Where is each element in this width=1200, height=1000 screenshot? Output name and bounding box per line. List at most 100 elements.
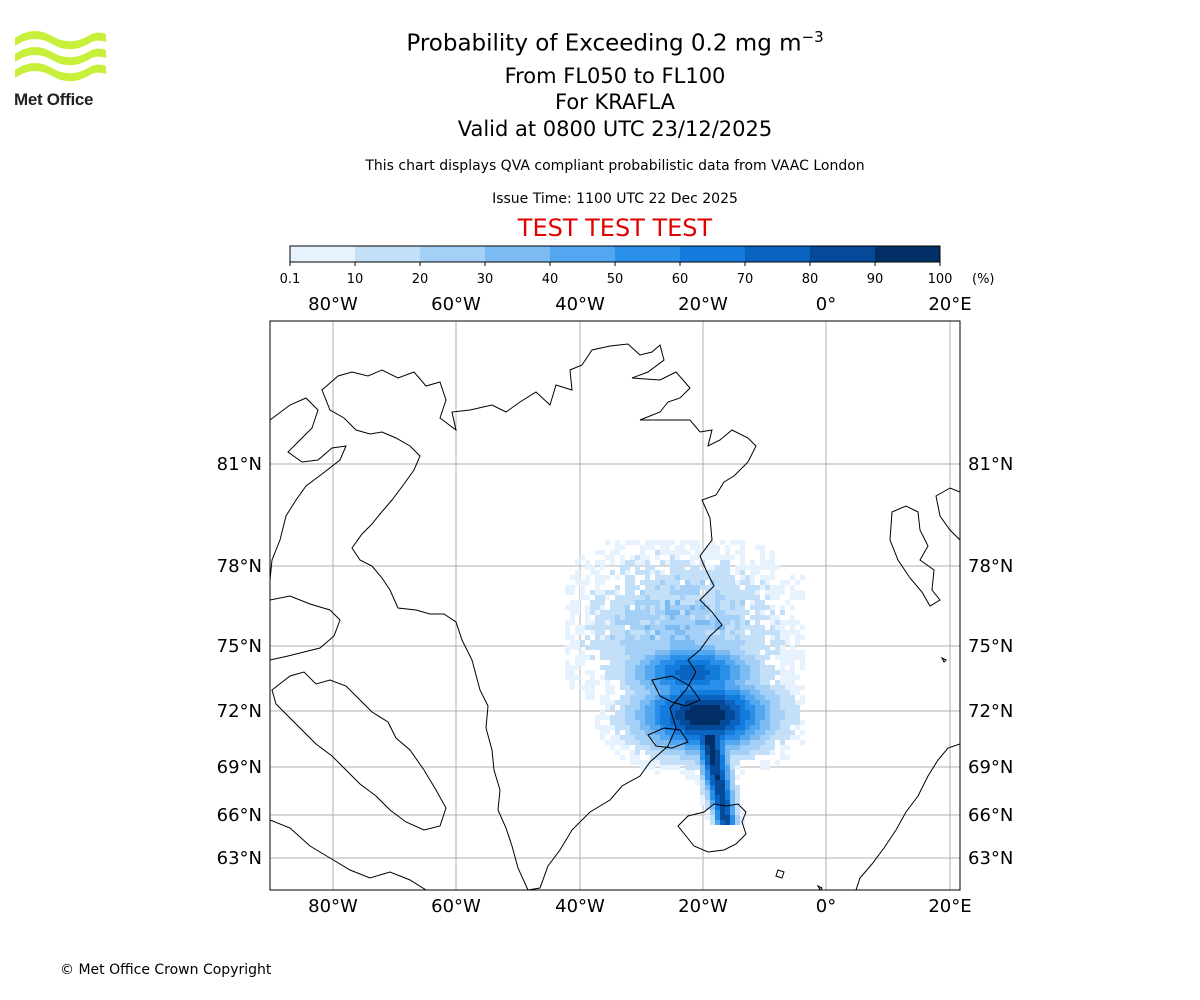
probability-cell xyxy=(695,635,700,640)
probability-cell xyxy=(730,810,735,815)
probability-cell xyxy=(610,655,615,660)
probability-cell xyxy=(645,615,650,620)
probability-cell xyxy=(665,575,670,580)
probability-cell xyxy=(735,625,740,630)
probability-cell xyxy=(600,550,605,555)
probability-cell xyxy=(760,575,765,580)
probability-cell xyxy=(620,630,625,635)
probability-cell xyxy=(750,615,755,620)
probability-cell xyxy=(675,685,680,690)
probability-cell xyxy=(715,590,720,595)
probability-cell xyxy=(755,645,760,650)
probability-cell xyxy=(615,630,620,635)
probability-cell xyxy=(720,575,725,580)
probability-cell xyxy=(690,560,695,565)
probability-cell xyxy=(725,700,730,705)
probability-cell xyxy=(570,615,575,620)
probability-cell xyxy=(650,605,655,610)
probability-cell xyxy=(750,595,755,600)
probability-cell xyxy=(630,710,635,715)
probability-cell xyxy=(675,565,680,570)
probability-cell xyxy=(700,635,705,640)
probability-cell xyxy=(725,810,730,815)
probability-cell xyxy=(715,645,720,650)
colorbar-bin xyxy=(550,246,616,262)
probability-cell xyxy=(740,810,745,815)
probability-cell xyxy=(745,625,750,630)
probability-cell xyxy=(720,820,725,825)
probability-cell xyxy=(675,705,680,710)
probability-cell xyxy=(755,655,760,660)
probability-cell xyxy=(645,605,650,610)
probability-cell xyxy=(565,635,570,640)
probability-cell xyxy=(780,725,785,730)
probability-cell xyxy=(625,745,630,750)
probability-cell xyxy=(665,590,670,595)
probability-cell xyxy=(680,650,685,655)
probability-cell xyxy=(675,550,680,555)
probability-cell xyxy=(780,720,785,725)
coastline-svalbard xyxy=(889,505,941,607)
probability-cell xyxy=(790,595,795,600)
probability-cell xyxy=(660,645,665,650)
probability-cell xyxy=(785,660,790,665)
probability-cell xyxy=(735,790,740,795)
colorbar-bin xyxy=(420,246,486,262)
probability-cell xyxy=(730,610,735,615)
probability-cell xyxy=(725,615,730,620)
probability-cell xyxy=(750,740,755,745)
probability-cell xyxy=(740,595,745,600)
probability-cell xyxy=(670,740,675,745)
probability-cell xyxy=(705,770,710,775)
probability-cell xyxy=(705,670,710,675)
probability-cell xyxy=(710,565,715,570)
probability-cell xyxy=(690,645,695,650)
probability-cell xyxy=(630,660,635,665)
probability-cell xyxy=(710,675,715,680)
colorbar-tick-label: 30 xyxy=(477,272,494,287)
probability-cell xyxy=(655,770,660,775)
probability-cell xyxy=(630,585,635,590)
probability-cell xyxy=(700,795,705,800)
probability-cell xyxy=(720,570,725,575)
probability-cell xyxy=(765,705,770,710)
probability-cell xyxy=(695,550,700,555)
probability-cell xyxy=(670,750,675,755)
probability-cell xyxy=(685,705,690,710)
probability-cell xyxy=(710,805,715,810)
probability-cell xyxy=(695,575,700,580)
probability-cell xyxy=(680,700,685,705)
probability-cell xyxy=(770,565,775,570)
probability-cell xyxy=(665,635,670,640)
probability-cell xyxy=(725,720,730,725)
probability-cell xyxy=(600,730,605,735)
probability-cell xyxy=(600,560,605,565)
probability-cell xyxy=(700,670,705,675)
probability-cell xyxy=(730,675,735,680)
probability-cell xyxy=(665,605,670,610)
probability-cell xyxy=(775,635,780,640)
probability-cell xyxy=(675,675,680,680)
probability-cell xyxy=(785,650,790,655)
probability-cell xyxy=(585,635,590,640)
probability-cell xyxy=(725,635,730,640)
probability-cell xyxy=(600,600,605,605)
probability-cell xyxy=(685,715,690,720)
probability-cell xyxy=(650,655,655,660)
probability-cell xyxy=(780,755,785,760)
probability-cell xyxy=(770,555,775,560)
probability-cell xyxy=(740,605,745,610)
probability-cell xyxy=(745,755,750,760)
probability-cell xyxy=(605,675,610,680)
probability-cell xyxy=(770,570,775,575)
probability-cell xyxy=(755,725,760,730)
probability-cell xyxy=(740,645,745,650)
probability-cell xyxy=(630,695,635,700)
probability-cell xyxy=(710,745,715,750)
probability-cell xyxy=(770,675,775,680)
longitude-label: 60°W xyxy=(431,896,481,917)
probability-cell xyxy=(755,685,760,690)
probability-cell xyxy=(735,750,740,755)
probability-cell xyxy=(720,675,725,680)
probability-cell xyxy=(680,640,685,645)
